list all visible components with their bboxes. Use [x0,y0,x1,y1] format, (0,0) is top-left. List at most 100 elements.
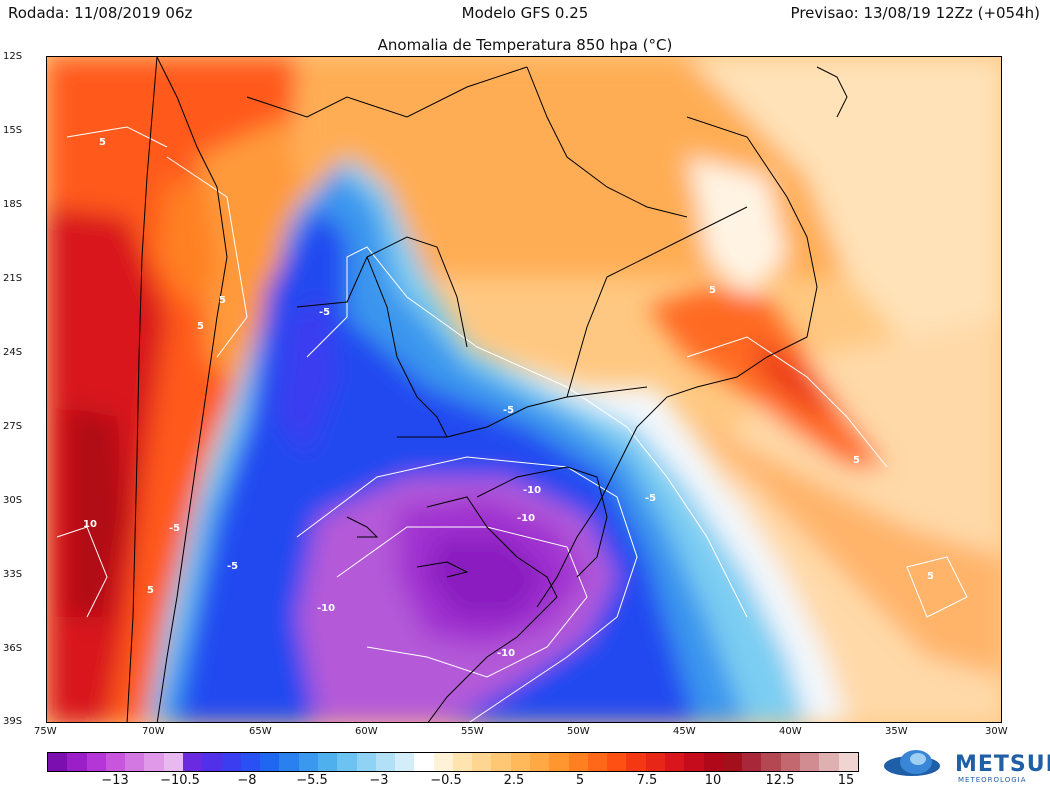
lon-label: 35W [885,726,908,737]
colorbar-swatch [819,753,839,771]
lon-label: 30W [985,726,1008,737]
colorbar-label: 15 [837,773,855,788]
contour-label: 5 [709,285,716,296]
colorbar-swatch [67,753,87,771]
colorbar-swatch [395,753,415,771]
colorbar-swatch [742,753,762,771]
colorbar-swatch [48,753,68,771]
colorbar-swatch [645,753,665,771]
colorbar-swatch [530,753,550,771]
lat-label: 18S [3,199,23,210]
lat-label: 39S [3,716,23,727]
colorbar-swatch [125,753,145,771]
colorbar-label: 2.5 [503,773,525,788]
colorbar-swatch [587,753,608,771]
contour-label: -5 [503,405,514,416]
lat-label: 30S [3,495,23,506]
anomaly-field [47,57,1001,722]
colorbar-label: 10 [704,773,722,788]
colorbar-swatch [144,753,164,771]
contour-label: -10 [523,485,541,496]
lon-label: 55W [461,726,484,737]
lon-label: 60W [355,726,378,737]
logo-name: METSUL [955,752,1050,777]
colorbar-swatch [182,753,203,771]
contour-label: 5 [219,295,226,306]
colorbar-swatch [221,753,241,771]
contour-label: -5 [227,561,238,572]
contour-lines [56,126,968,722]
colorbar-swatch [722,753,743,771]
colorbar-swatch [607,753,627,771]
contour-label: -10 [517,513,535,524]
colorbar-label: 7.5 [636,773,658,788]
contour-label: -10 [317,603,335,614]
run-label: Rodada: 11/08/2019 06z [8,4,193,22]
colorbar-swatch [703,753,723,771]
colorbar-swatch [433,753,453,771]
lat-label: 27S [3,421,23,432]
colorbar-swatch [665,753,685,771]
lat-label: 24S [3,347,23,358]
colorbar-swatch [510,753,531,771]
colorbar-swatch [780,753,800,771]
forecast-label: Previsao: 13/08/19 12Zz (+054h) [790,4,1040,22]
colorbar-swatch [838,753,858,771]
colorbar-swatch [491,753,511,771]
lon-label: 50W [567,726,590,737]
lon-label: 65W [249,726,272,737]
colorbar-swatch [298,753,318,771]
colorbar-swatch [375,753,396,771]
colorbar-label: −13 [101,773,129,788]
colorbar-swatch [240,753,261,771]
colorbar-swatch [414,753,434,771]
borders [126,57,848,722]
colorbar-swatch [317,753,338,771]
colorbar-label: 5 [575,773,585,788]
colorbar-swatch [86,753,106,771]
contour-label: 10 [83,519,97,530]
lon-label: 75W [34,726,57,737]
contour-label: 5 [927,571,934,582]
colorbar-swatch [163,753,183,771]
colorbar-swatch [799,753,820,771]
colorbar-swatch [105,753,126,771]
colorbar-swatch [202,753,222,771]
contour-label: 5 [99,137,106,148]
colorbar-swatch [549,753,569,771]
colorbar-swatch [761,753,781,771]
contour-label: 5 [147,585,154,596]
model-label: Modelo GFS 0.25 [461,4,589,22]
map-title: Anomalia de Temperatura 850 hpa (°C) [377,36,673,54]
colorbar-label: 12.5 [765,773,795,788]
contour-label-group: 5 5 5 5 5 5 5 10 -5 -5 -5 -5 -5 -5 -10 -… [83,137,934,659]
lon-label: 70W [142,726,165,737]
lat-label: 21S [3,273,23,284]
colorbar-swatch [568,753,588,771]
lat-label: 33S [3,569,23,580]
lat-label: 12S [3,51,23,62]
colorbar-swatch [626,753,646,771]
colorbar [47,752,859,772]
colorbar-swatch [684,753,704,771]
contour-label: 5 [853,455,860,466]
colorbar-label: −0.5 [430,773,462,788]
lon-label: 40W [779,726,802,737]
metsul-logo-icon [884,750,940,776]
colorbar-label: −5.5 [296,773,328,788]
colorbar-swatch [356,753,376,771]
colorbar-swatch [279,753,299,771]
contour-label: -5 [169,523,180,534]
colorbar-label: −8 [237,773,257,788]
colorbar-swatch [452,753,473,771]
lon-label: 45W [673,726,696,737]
colorbar-swatch [472,753,492,771]
colorbar-label: −10.5 [160,773,200,788]
lat-label: 15S [3,125,23,136]
lat-label: 36S [3,643,23,654]
contour-label: -5 [319,307,330,318]
colorbar-swatch [260,753,280,771]
colorbar-swatch [337,753,357,771]
colorbar-label: −3 [369,773,389,788]
anomaly-map: 5 5 5 5 5 5 5 10 -5 -5 -5 -5 -5 -5 -10 -… [46,56,1002,723]
